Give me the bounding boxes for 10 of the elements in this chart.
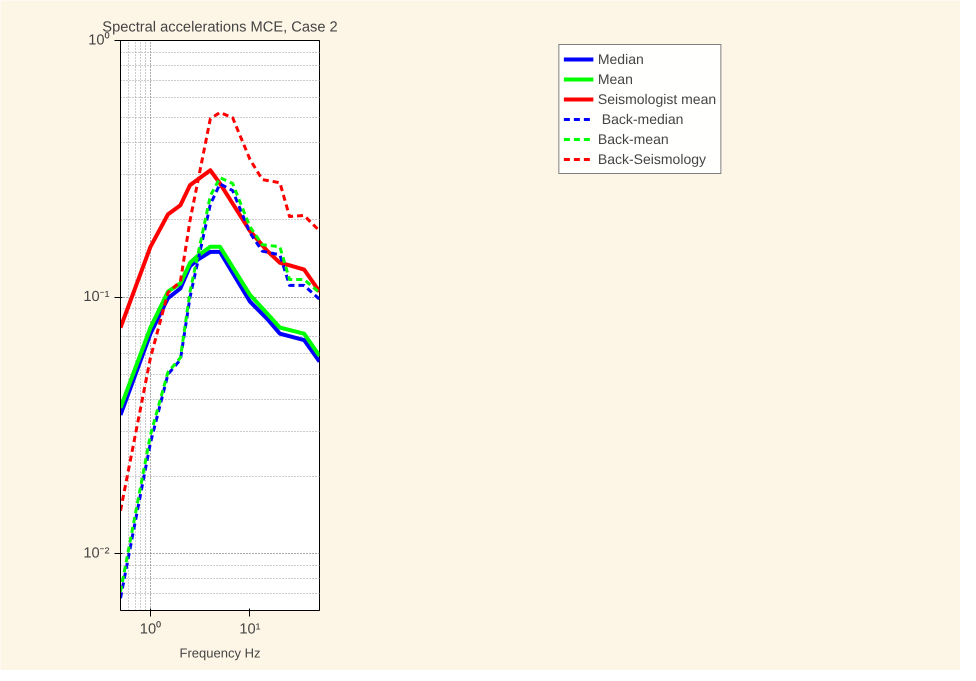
legend-label: Back-median	[600, 111, 684, 127]
x-tick-label: 10¹	[239, 622, 261, 638]
legend-label: Median	[598, 51, 644, 67]
x-axis-title: Frequency Hz	[180, 646, 260, 660]
legend-label: Back-mean	[598, 131, 669, 147]
y-tick-label: 10⁻¹	[83, 289, 110, 306]
legend-label: Back-Seismology	[598, 151, 706, 167]
y-tick-label: 10⁻²	[83, 546, 110, 562]
legend-label: Mean	[598, 71, 633, 87]
legend-label: Seismologist mean	[598, 91, 716, 107]
